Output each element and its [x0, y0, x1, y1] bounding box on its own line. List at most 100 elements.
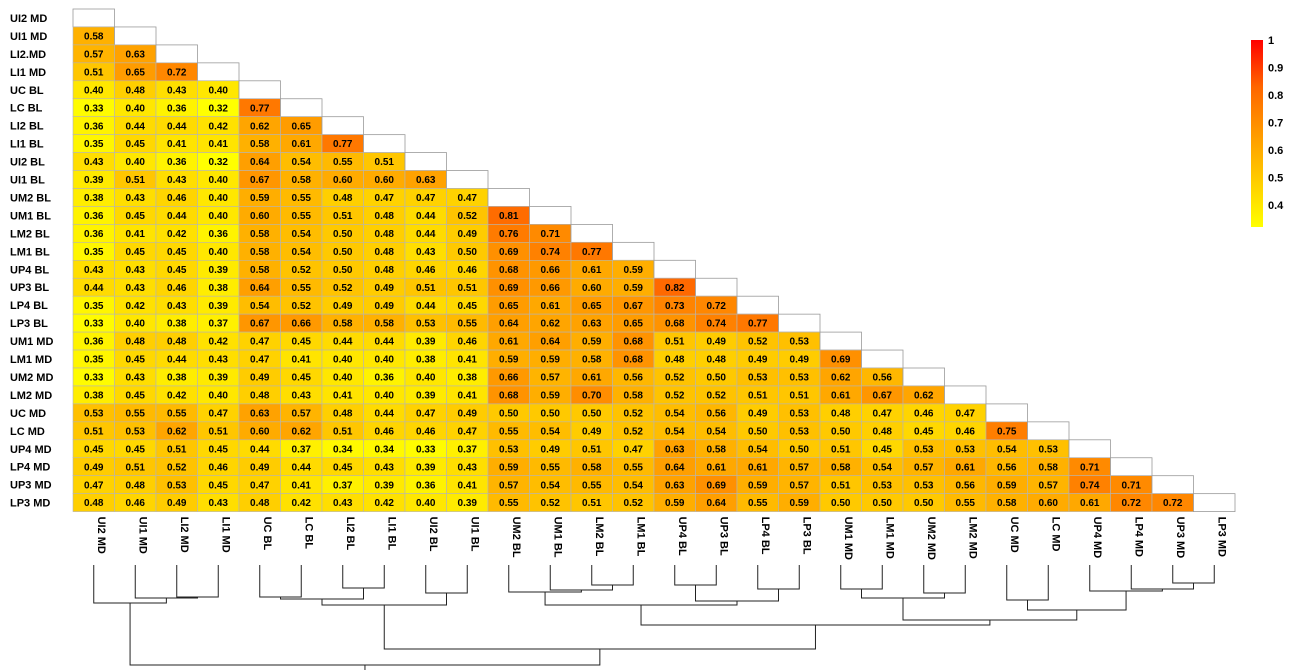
- diagonal-cell: [985, 403, 1028, 423]
- cell-value: 0.62: [167, 426, 187, 437]
- column-label: UI2 MD: [95, 517, 107, 554]
- cell-value: 0.63: [126, 49, 146, 60]
- cell-value: 0.44: [333, 337, 353, 348]
- cell-value: 0.49: [84, 462, 104, 473]
- cell-value: 0.49: [167, 498, 187, 509]
- cell-value: 0.33: [84, 373, 104, 384]
- dendrogram-branch: [425, 565, 468, 594]
- cell-value: 0.43: [126, 193, 146, 204]
- dendrogram-branch: [134, 565, 198, 599]
- cell-value: 0.59: [665, 498, 685, 509]
- column-label: LI1 MD: [219, 517, 231, 553]
- cell-value: 0.43: [84, 265, 104, 276]
- cell-value: 0.60: [582, 283, 602, 294]
- cell-value: 0.36: [167, 157, 187, 168]
- cell-value: 0.71: [1122, 480, 1142, 491]
- cell-value: 0.66: [499, 373, 519, 384]
- cell-value: 0.59: [499, 462, 519, 473]
- cell-value: 0.47: [84, 480, 104, 491]
- dendrogram-branch: [1089, 565, 1163, 592]
- cell-value: 0.44: [292, 462, 312, 473]
- row-label: UI2 BL: [10, 157, 45, 169]
- cell-value: 0.64: [250, 283, 270, 294]
- cell-value: 0.53: [167, 480, 187, 491]
- row-label: LM1 BL: [10, 246, 50, 258]
- cell-value: 0.58: [997, 498, 1017, 509]
- diagonal-cell: [736, 295, 779, 315]
- cell-value: 0.74: [1080, 480, 1100, 491]
- cell-value: 0.55: [167, 408, 187, 419]
- cell-value: 0.49: [375, 301, 395, 312]
- cell-value: 0.44: [375, 337, 395, 348]
- cell-value: 0.36: [84, 229, 104, 240]
- column-label: LI1 BL: [385, 517, 397, 551]
- cell-value: 0.61: [707, 462, 727, 473]
- cell-value: 0.43: [126, 283, 146, 294]
- cell-value: 0.50: [541, 408, 561, 419]
- cell-value: 0.58: [84, 32, 104, 43]
- cell-value: 0.55: [458, 319, 478, 330]
- cell-value: 0.51: [209, 426, 229, 437]
- diagonal-cell: [1027, 421, 1070, 441]
- cell-value: 0.59: [499, 355, 519, 366]
- cell-value: 0.55: [333, 157, 353, 168]
- diagonal-cell: [321, 116, 364, 136]
- cell-value: 0.58: [250, 139, 270, 150]
- cell-value: 0.47: [250, 355, 270, 366]
- cell-value: 0.40: [375, 391, 395, 402]
- cell-value: 0.73: [665, 301, 685, 312]
- cell-value: 0.61: [541, 301, 561, 312]
- cell-value: 0.59: [624, 283, 644, 294]
- cell-value: 0.52: [292, 265, 312, 276]
- cell-value: 0.40: [209, 211, 229, 222]
- cell-value: 0.39: [458, 498, 478, 509]
- dendrogram-branch: [383, 605, 816, 650]
- cell-value: 0.36: [416, 480, 436, 491]
- column-label: LM2 BL: [593, 517, 605, 557]
- diagonal-cell: [487, 188, 530, 207]
- cell-value: 0.55: [624, 462, 644, 473]
- cell-value: 0.77: [333, 139, 353, 150]
- cell-value: 0.50: [499, 408, 519, 419]
- cell-value: 0.55: [292, 193, 312, 204]
- cell-value: 0.51: [375, 157, 395, 168]
- cell-value: 0.54: [541, 426, 561, 437]
- cell-value: 0.53: [790, 426, 810, 437]
- cell-value: 0.49: [458, 408, 478, 419]
- cell-value: 0.67: [250, 175, 270, 186]
- diagonal-cell: [570, 223, 613, 243]
- cell-value: 0.39: [209, 301, 229, 312]
- cell-value: 0.43: [126, 373, 146, 384]
- cell-value: 0.54: [541, 480, 561, 491]
- cell-value: 0.55: [292, 211, 312, 222]
- cell-value: 0.58: [250, 247, 270, 258]
- cell-value: 0.43: [375, 462, 395, 473]
- cell-value: 0.53: [956, 444, 976, 455]
- diagonal-cell: [861, 349, 904, 369]
- diagonal-cell: [363, 134, 406, 153]
- cell-value: 0.58: [250, 265, 270, 276]
- cell-value: 0.58: [250, 229, 270, 240]
- scale-tick-label: 0.5: [1268, 173, 1283, 185]
- cell-value: 0.52: [665, 373, 685, 384]
- cell-value: 0.77: [250, 103, 270, 114]
- diagonal-cell: [280, 98, 323, 118]
- cell-value: 0.38: [84, 391, 104, 402]
- cell-value: 0.65: [126, 67, 146, 78]
- cell-value: 0.43: [84, 157, 104, 168]
- cell-value: 0.50: [333, 229, 353, 240]
- cell-value: 0.47: [209, 408, 229, 419]
- row-label: UM1 BL: [10, 210, 51, 222]
- cell-value: 0.55: [956, 498, 976, 509]
- cell-value: 0.52: [624, 408, 644, 419]
- cell-value: 0.36: [209, 229, 229, 240]
- cell-value: 0.44: [167, 355, 187, 366]
- dendrogram-branch: [640, 605, 991, 626]
- cell-value: 0.60: [333, 175, 353, 186]
- dendrogram-branch: [1006, 565, 1049, 601]
- cell-value: 0.67: [873, 391, 893, 402]
- scale-tick-label: 0.4: [1268, 200, 1284, 212]
- cell-value: 0.65: [499, 301, 519, 312]
- cell-value: 0.45: [126, 211, 146, 222]
- cell-value: 0.55: [126, 408, 146, 419]
